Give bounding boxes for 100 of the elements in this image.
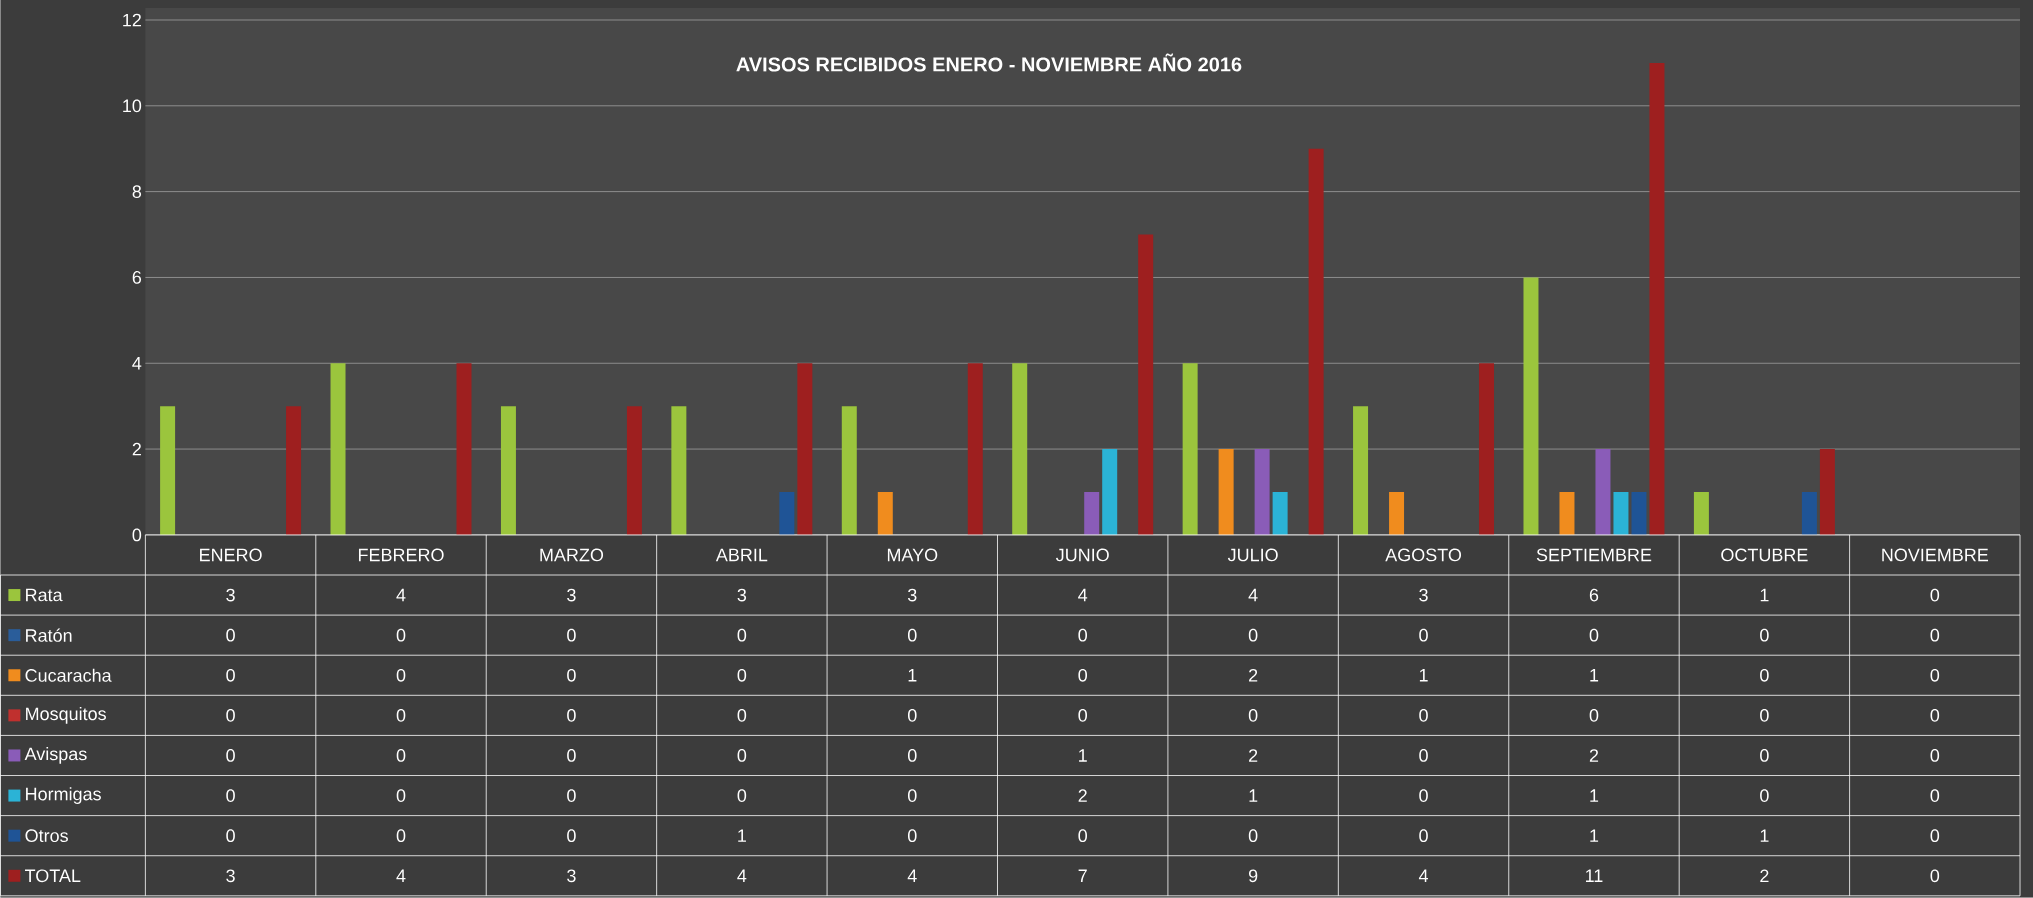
x-tick-label: JULIO — [1227, 548, 1278, 562]
data-label: 3 — [567, 869, 576, 883]
y-tick-label: 0 — [132, 528, 142, 542]
data-label: 0 — [567, 709, 576, 722]
bar — [1182, 363, 1198, 535]
y-tick-label: 2 — [132, 442, 141, 456]
y-tick-label: 12 — [123, 13, 141, 27]
data-label: 0 — [737, 628, 747, 642]
bar — [1272, 492, 1288, 535]
legend-label: Mosquitos — [26, 707, 106, 724]
data-label: 4 — [1078, 588, 1088, 602]
data-label: 1 — [738, 829, 746, 842]
bar — [1138, 234, 1154, 535]
data-label: 7 — [1078, 869, 1087, 883]
y-tick-label: 10 — [123, 99, 142, 113]
bar — [877, 492, 893, 535]
x-tick-label: ABRIL — [715, 548, 768, 562]
data-label: 2 — [1078, 789, 1087, 802]
data-label: 4 — [737, 869, 747, 883]
bar — [626, 406, 642, 535]
bar — [1308, 148, 1324, 535]
x-tick-label: ENERO — [200, 548, 262, 562]
legend-label: TOTAL — [25, 869, 81, 883]
data-label: 0 — [1589, 628, 1599, 642]
data-label: 0 — [907, 628, 917, 642]
data-label: 1 — [1249, 789, 1258, 802]
legend-label: Avispas — [24, 747, 87, 764]
data-label: 0 — [1078, 628, 1088, 642]
bar — [1559, 492, 1575, 535]
data-label: 0 — [226, 789, 235, 803]
bar — [456, 363, 472, 535]
data-label: 0 — [567, 829, 576, 843]
data-label: 0 — [1930, 789, 1940, 803]
data-label: 0 — [1930, 628, 1940, 642]
data-label: 0 — [226, 829, 235, 843]
data-label: 3 — [737, 588, 747, 602]
bar — [286, 406, 302, 535]
data-label: 4 — [907, 869, 917, 883]
data-label: 4 — [396, 869, 406, 883]
x-tick-label: MARZO — [540, 548, 604, 562]
bar — [1801, 492, 1817, 535]
data-label: 0 — [1930, 588, 1940, 602]
legend-label: Hormigas — [26, 787, 101, 805]
data-label: 0 — [226, 709, 235, 722]
data-label: 4 — [1248, 588, 1258, 602]
data-label: 9 — [1248, 869, 1258, 883]
bar — [1613, 492, 1629, 535]
x-tick-label: MAYO — [887, 548, 938, 562]
data-label: 0 — [396, 749, 406, 762]
data-label: 1 — [1590, 829, 1599, 842]
data-label: 0 — [1419, 829, 1428, 843]
data-label: 0 — [1930, 709, 1940, 722]
bar — [1102, 449, 1118, 535]
data-label: 0 — [1930, 869, 1940, 883]
data-label: 0 — [1248, 829, 1258, 843]
bar — [1631, 492, 1647, 535]
data-label: 0 — [1930, 829, 1940, 843]
data-label: 0 — [737, 749, 747, 762]
data-label: 0 — [226, 668, 235, 682]
data-label: 0 — [1248, 628, 1258, 642]
data-label: 0 — [1078, 829, 1088, 843]
x-tick-label: FEBRERO — [358, 548, 444, 562]
x-tick-label: AGOSTO — [1385, 548, 1462, 562]
legend-label: Otros — [25, 829, 68, 843]
bar — [841, 406, 857, 535]
data-label: 1 — [908, 669, 917, 682]
bar — [1523, 277, 1539, 535]
text: AVISOS RECIBIDOS ENERO - NOVIEMBRE AÑO 2016 — [736, 53, 1242, 72]
data-label: 0 — [396, 829, 406, 843]
data-label: 3 — [567, 588, 576, 602]
data-label: 0 — [907, 749, 917, 762]
data-label: 0 — [1760, 749, 1769, 762]
x-tick-label: JUNIO — [1055, 548, 1109, 562]
bar — [671, 406, 687, 535]
data-label: 2 — [1589, 749, 1599, 762]
bar — [330, 363, 346, 535]
x-tick-label: SEPTIEMBRE — [1536, 548, 1652, 562]
data-label: 6 — [1589, 588, 1599, 602]
legend-label: Rata — [26, 588, 63, 602]
y-tick-label: 4 — [132, 357, 142, 370]
data-label: 0 — [396, 628, 406, 642]
data-label: 1 — [1590, 789, 1599, 802]
bar — [1649, 62, 1665, 535]
data-label: 0 — [907, 709, 917, 722]
data-label: 0 — [567, 749, 576, 762]
data-label: 0 — [737, 668, 747, 682]
data-label: 3 — [226, 588, 235, 602]
y-tick-label: 6 — [132, 271, 142, 284]
data-label: 0 — [1078, 709, 1088, 722]
bar — [1218, 449, 1234, 535]
bar — [1353, 406, 1369, 535]
data-label: 0 — [1248, 709, 1258, 722]
x-tick-label: NOVIEMBRE — [1882, 548, 1989, 562]
y-tick-label: 8 — [132, 185, 142, 199]
data-label: 0 — [907, 829, 917, 843]
bar — [160, 406, 176, 535]
bar — [797, 363, 813, 535]
bar — [1819, 449, 1835, 535]
bar — [1479, 363, 1495, 535]
data-label: 0 — [1930, 749, 1940, 762]
